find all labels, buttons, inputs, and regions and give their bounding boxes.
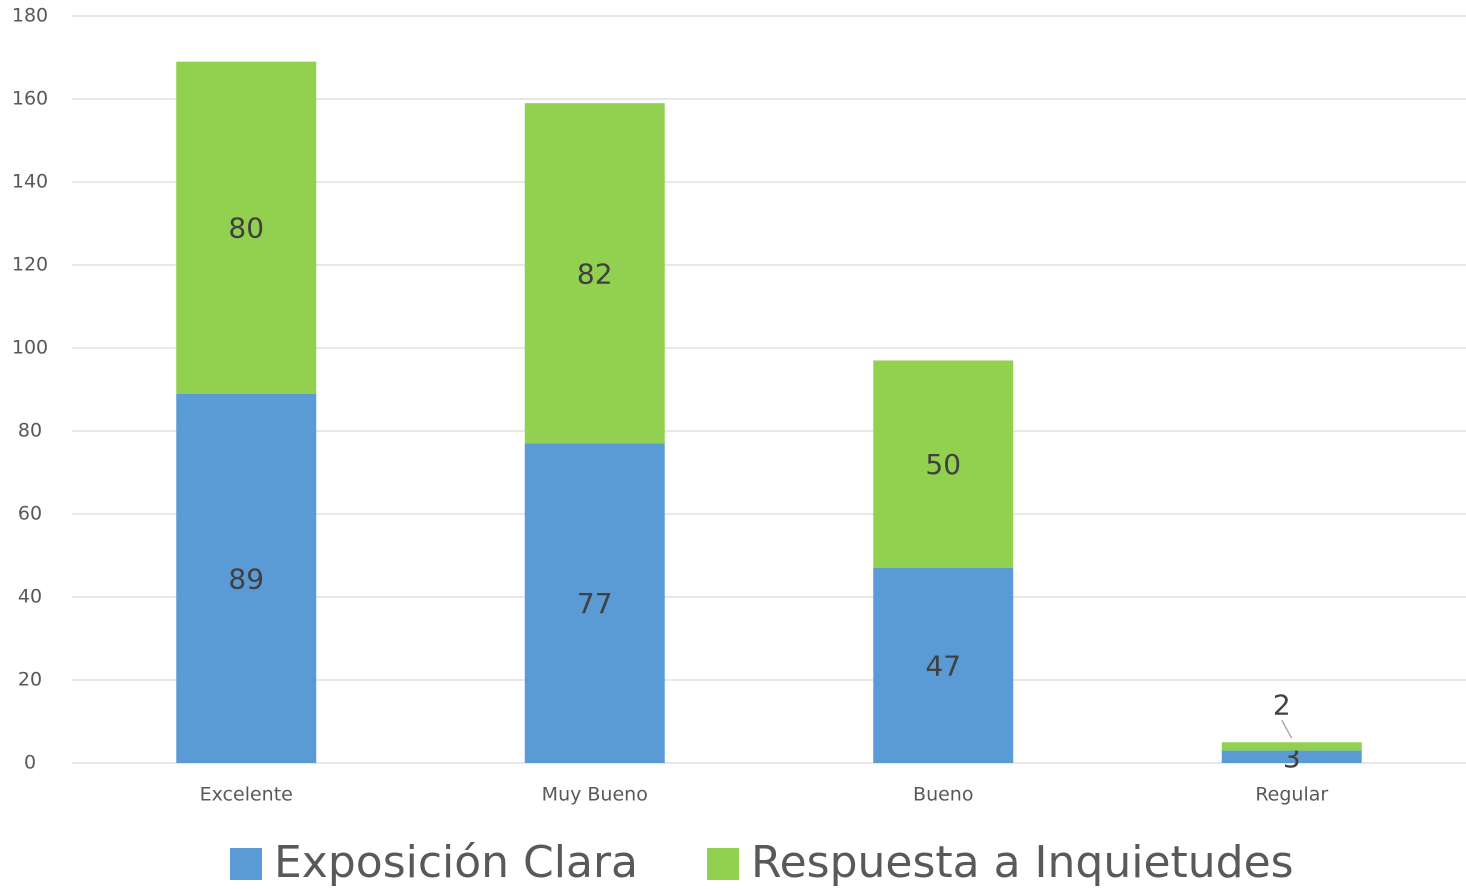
x-tick-label: Excelente bbox=[200, 784, 293, 806]
y-tick-label: 20 bbox=[18, 669, 42, 691]
data-label: 80 bbox=[228, 212, 264, 245]
x-tick-label: Bueno bbox=[913, 784, 973, 806]
x-tick-label: Regular bbox=[1255, 784, 1328, 806]
bar-segment bbox=[1221, 742, 1362, 751]
leader-line bbox=[1281, 719, 1293, 739]
legend-label: Respuesta a Inquietudes bbox=[751, 837, 1294, 888]
legend-swatch bbox=[707, 848, 739, 880]
y-tick-label: 140 bbox=[12, 171, 48, 193]
data-label: 82 bbox=[577, 257, 613, 290]
y-tick-label: 0 bbox=[24, 752, 36, 774]
bar-segment bbox=[176, 61, 317, 394]
y-tick-label: 80 bbox=[18, 420, 42, 442]
y-tick-label: 120 bbox=[12, 254, 48, 276]
bar-segment bbox=[873, 567, 1014, 763]
bar-segment bbox=[1221, 750, 1362, 763]
x-tick-label: Muy Bueno bbox=[542, 784, 648, 806]
y-tick-label: 60 bbox=[18, 503, 42, 525]
legend-swatch bbox=[230, 848, 262, 880]
y-tick-label: 100 bbox=[12, 337, 48, 359]
data-label: 47 bbox=[925, 649, 961, 682]
legend-label: Exposición Clara bbox=[274, 837, 638, 888]
data-label: 77 bbox=[577, 587, 613, 620]
bar-segment bbox=[524, 443, 665, 763]
y-tick-label: 160 bbox=[12, 88, 48, 110]
y-tick-label: 40 bbox=[18, 586, 42, 608]
y-tick-label: 180 bbox=[12, 5, 48, 27]
bar-segment bbox=[524, 103, 665, 444]
bar-segment bbox=[176, 393, 317, 763]
data-label: 2 bbox=[1273, 688, 1291, 721]
data-label: 50 bbox=[925, 448, 961, 481]
data-label: 89 bbox=[228, 562, 264, 595]
bar-segment bbox=[873, 360, 1014, 568]
